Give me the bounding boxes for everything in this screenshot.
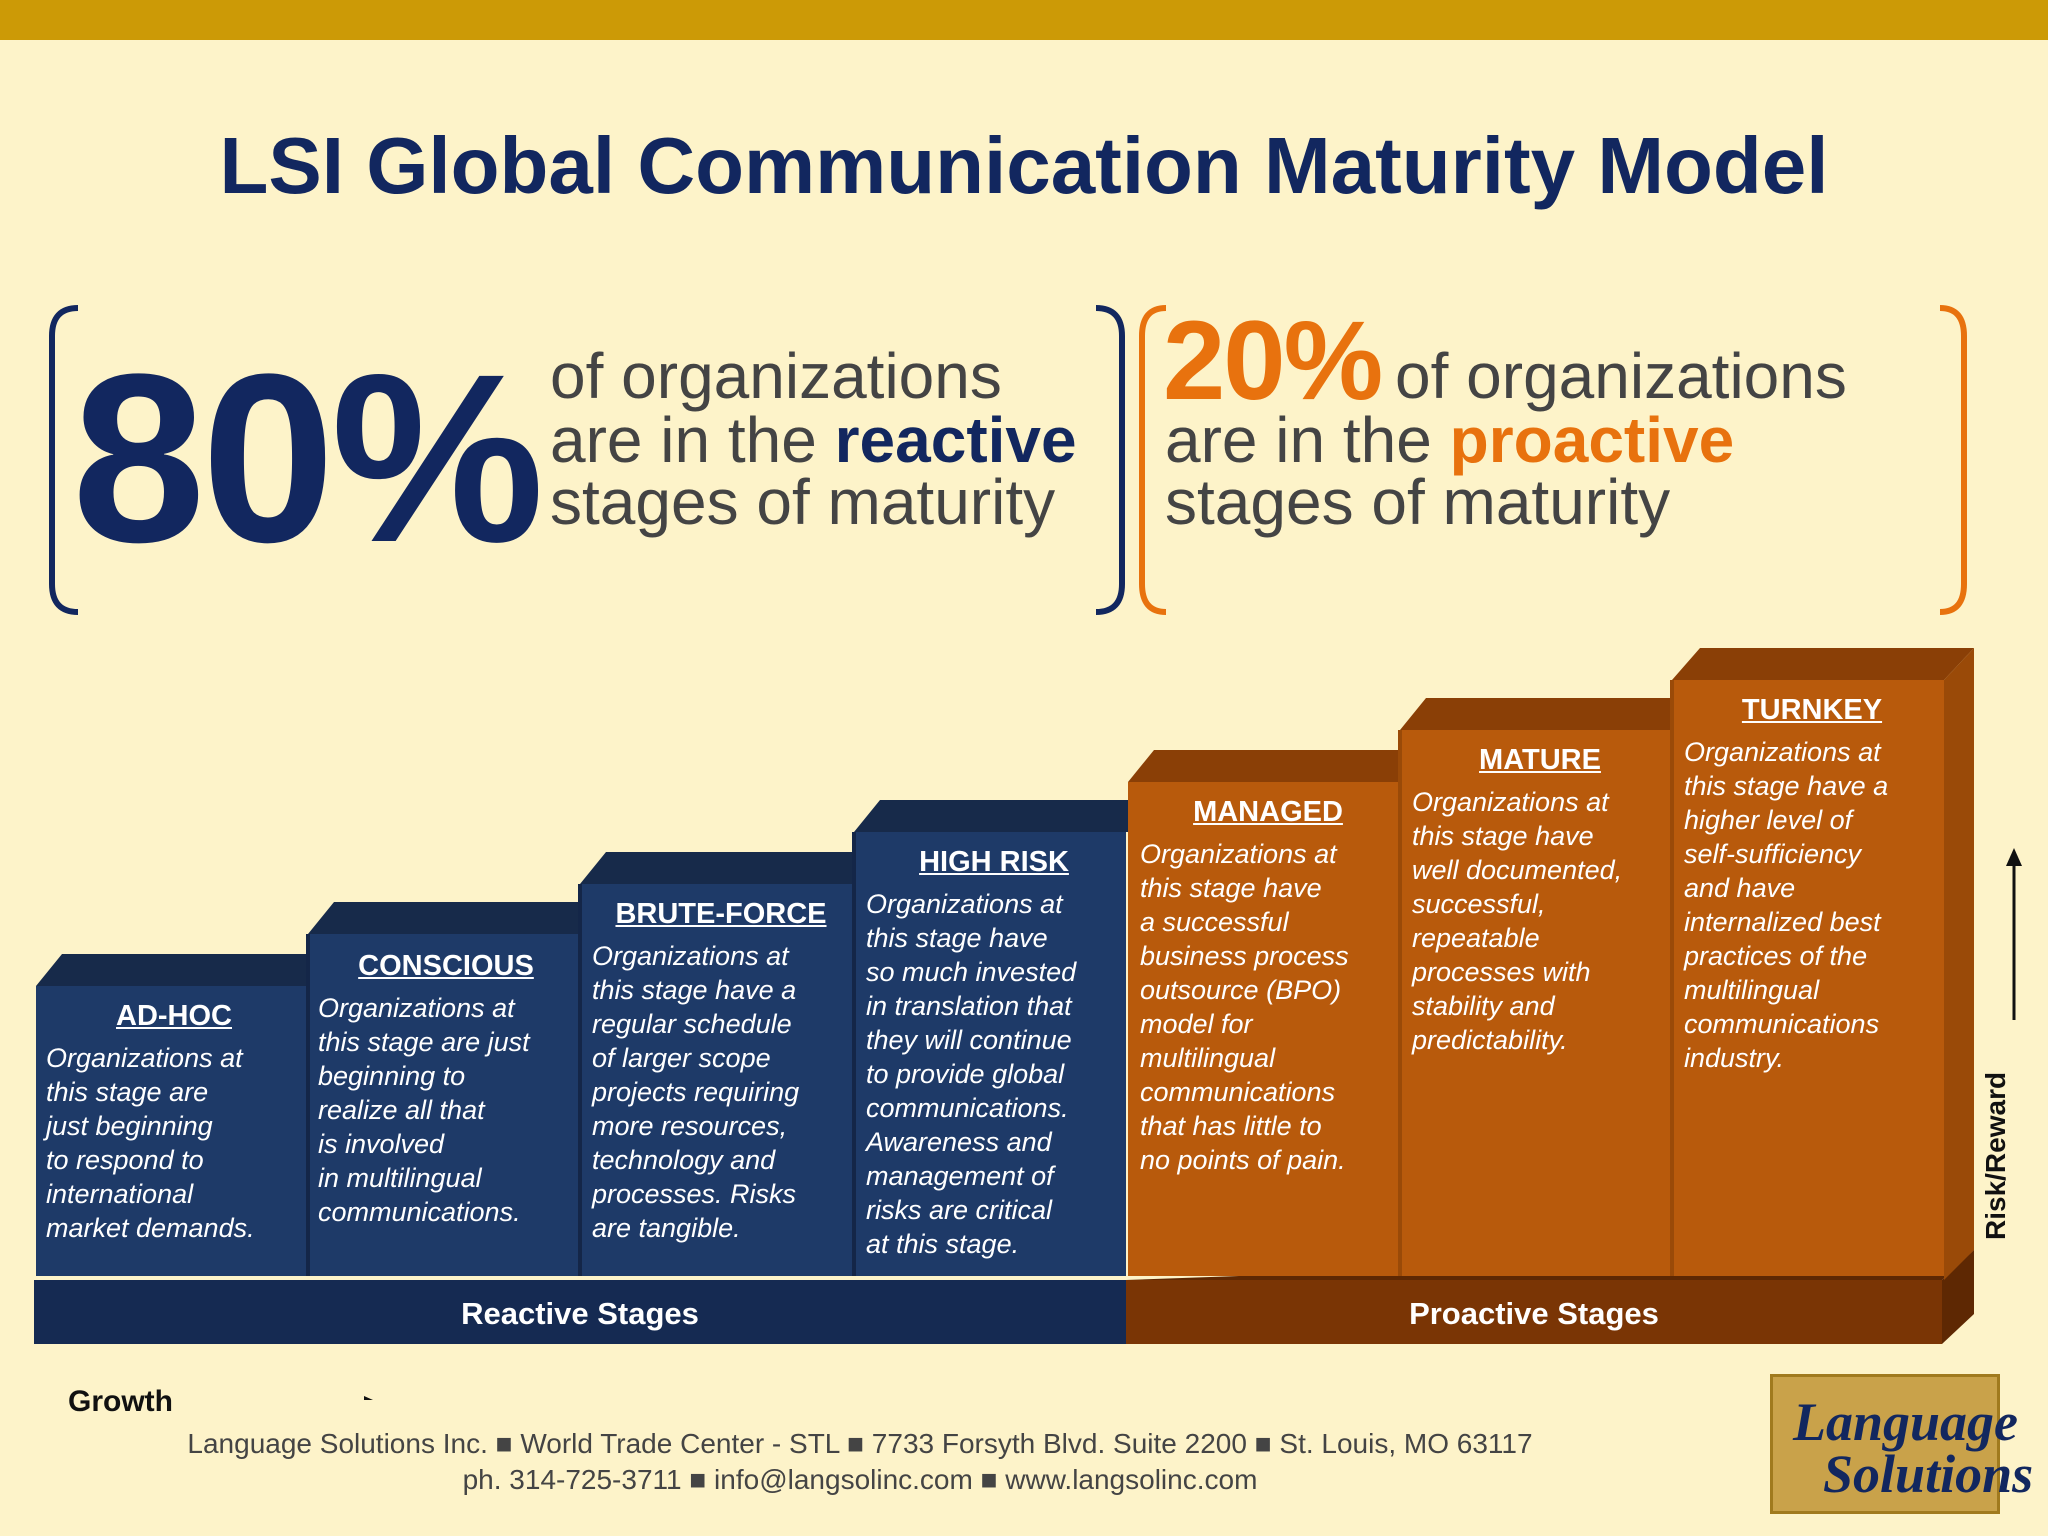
language-solutions-logo: Language Solutions [1770,1374,2033,1514]
step-managed-top [1128,750,1426,782]
proactive-percent: 20% [1163,298,1383,423]
proactive-emphasis: proactive [1449,404,1735,476]
top-bar [0,0,2048,40]
right-bracket-open [1139,305,1167,615]
step-turnkey-side [1944,648,1974,1280]
left-bracket-close [1095,305,1125,615]
stage-managed-title: MANAGED [1193,796,1343,828]
risk-arrow-head [2006,848,2022,866]
reactive-stat-line1: of organizations [550,340,1002,412]
stage-managed-desc: Organizations at this stage have a success… [1140,839,1349,1175]
stage-adhoc: AD-HOC Organizations at this stage are jus… [46,1000,302,1245]
proactive-base-bar [1126,1280,1942,1344]
stat-brackets [49,305,1967,615]
proactive-stat-line3: stages of maturity [1165,466,1671,538]
reactive-base-bar [34,1280,1126,1344]
proactive-stat-line2: are in the proactive [1165,404,1735,476]
proactive-stages-label: Proactive Stages [1409,1296,1659,1331]
step-adhoc-top [36,954,336,986]
step-bruteforce-top [580,852,882,884]
stage-mature: MATURE Organizations at this stage have we… [1412,744,1668,1057]
stage-bruteforce-desc: Organizations at this stage have a regular… [592,941,800,1243]
stage-turnkey: TURNKEY Organizations at this stage have … [1684,694,1940,1075]
stage-adhoc-desc: Organizations at this stage are just begin… [46,1043,255,1243]
right-bracket-close [1939,305,1967,615]
step-turnkey-top [1672,648,1974,680]
stage-turnkey-title: TURNKEY [1741,694,1883,726]
stage-bruteforce-title: BRUTE-FORCE [615,898,827,930]
stage-conscious-title: CONSCIOUS [358,950,534,982]
reactive-stat-line3: stages of maturity [550,466,1056,538]
step-bruteforce-front [580,884,854,1276]
step-mature-front [1400,730,1672,1276]
staircase-diagram [34,648,2022,1400]
stage-mature-title: MATURE [1479,744,1601,776]
stage-highrisk: HIGH RISK Organizations at this stage hav… [866,846,1122,1261]
growth-arrow-head [364,1396,373,1400]
left-bracket-open [49,305,79,615]
footer-contact: ph. 314-725-3711 ■ info@langsolinc.com ■… [462,1464,1258,1495]
logo-text-line1: Language [1793,1392,2019,1452]
risk-reward-label: Risk/Reward [1980,1071,2011,1240]
stage-highrisk-title: HIGH RISK [919,846,1069,878]
stage-mature-desc: Organizations at this stage have well docu… [1412,787,1623,1055]
step-adhoc-front [36,986,308,1276]
step-conscious-front [308,934,580,1276]
stage-highrisk-desc: Organizations at this stage have so much i… [866,889,1077,1259]
reactive-percent: 80% [72,324,544,592]
step-highrisk-top [854,800,1154,832]
step-turnkey-front [1672,680,1944,1276]
stage-managed: MANAGED Organizations at this stage have a… [1140,796,1396,1177]
reactive-emphasis: reactive [834,404,1077,476]
stage-conscious-desc: Organizations at this stage are just begin… [318,993,530,1227]
reactive-stages-label: Reactive Stages [461,1296,699,1331]
reactive-stat-line2: are in the reactive [550,404,1077,476]
logo-text-line2: Solutions [1823,1444,2034,1504]
step-highrisk-front [854,832,1126,1276]
page-title: LSI Global Communication Maturity Model [219,121,1829,210]
step-conscious-top [308,902,608,934]
stage-bruteforce: BRUTE-FORCE Organizations at this stage h… [592,898,850,1245]
stage-adhoc-title: AD-HOC [116,1000,232,1032]
stage-turnkey-desc: Organizations at this stage have a higher … [1684,737,1889,1073]
step-managed-front [1128,782,1400,1276]
proactive-stat-line1: of organizations [1395,340,1847,412]
step-mature-top [1400,698,1698,730]
footer-address: Language Solutions Inc. ■ World Trade Ce… [187,1428,1533,1459]
stage-conscious: CONSCIOUS Organizations at this stage are… [318,950,574,1229]
growth-label: Growth [68,1385,173,1418]
